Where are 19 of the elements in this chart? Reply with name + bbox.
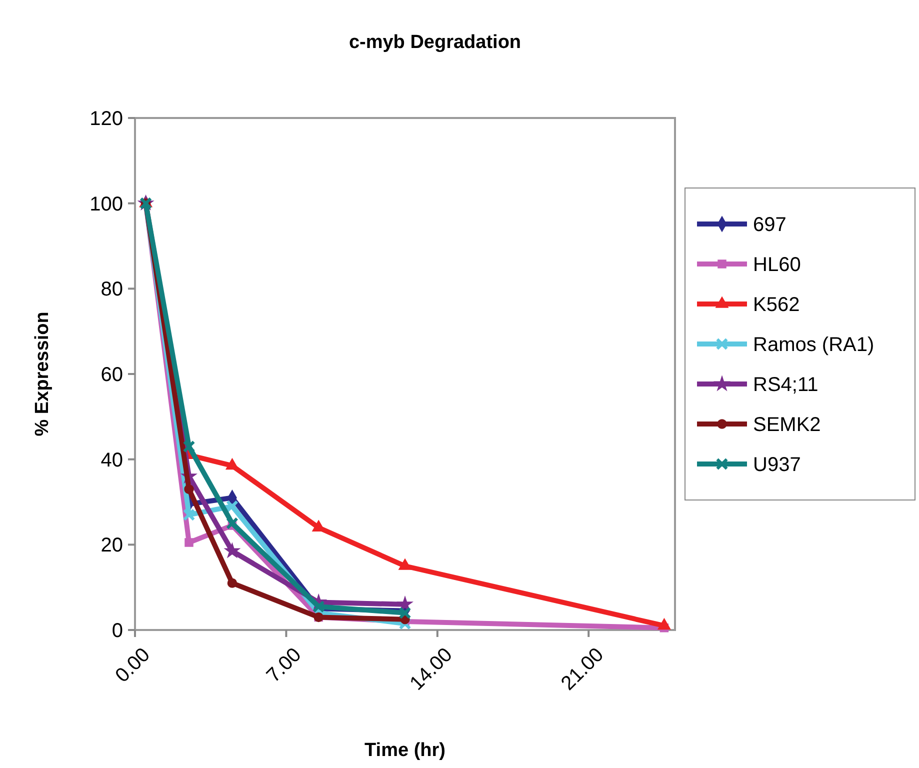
y-tick-label: 80 <box>100 278 123 301</box>
y-tick-label: 40 <box>100 449 123 472</box>
y-axis-title: % Expression <box>32 312 53 436</box>
x-tick-label: 0.00 <box>111 644 154 687</box>
legend-label: SEMK2 <box>753 414 821 436</box>
x-tick-label: 7.00 <box>262 644 306 687</box>
legend-label: HL60 <box>753 254 801 276</box>
legend-label: U937 <box>753 454 801 476</box>
y-tick-label: 0 <box>112 620 123 642</box>
legend-label: 697 <box>753 214 786 236</box>
y-tick-label: 100 <box>90 193 123 216</box>
y-tick-label: 120 <box>90 108 123 130</box>
y-tick-label: 60 <box>100 364 123 386</box>
chart-title: c-myb Degradation <box>348 32 522 53</box>
legend-label: Ramos (RA1) <box>753 334 874 356</box>
x-axis-title: Time (hr) <box>364 740 446 761</box>
legend-label: RS4;11 <box>753 374 818 396</box>
y-tick-label: 20 <box>100 534 123 557</box>
legend-label: K562 <box>753 294 800 316</box>
